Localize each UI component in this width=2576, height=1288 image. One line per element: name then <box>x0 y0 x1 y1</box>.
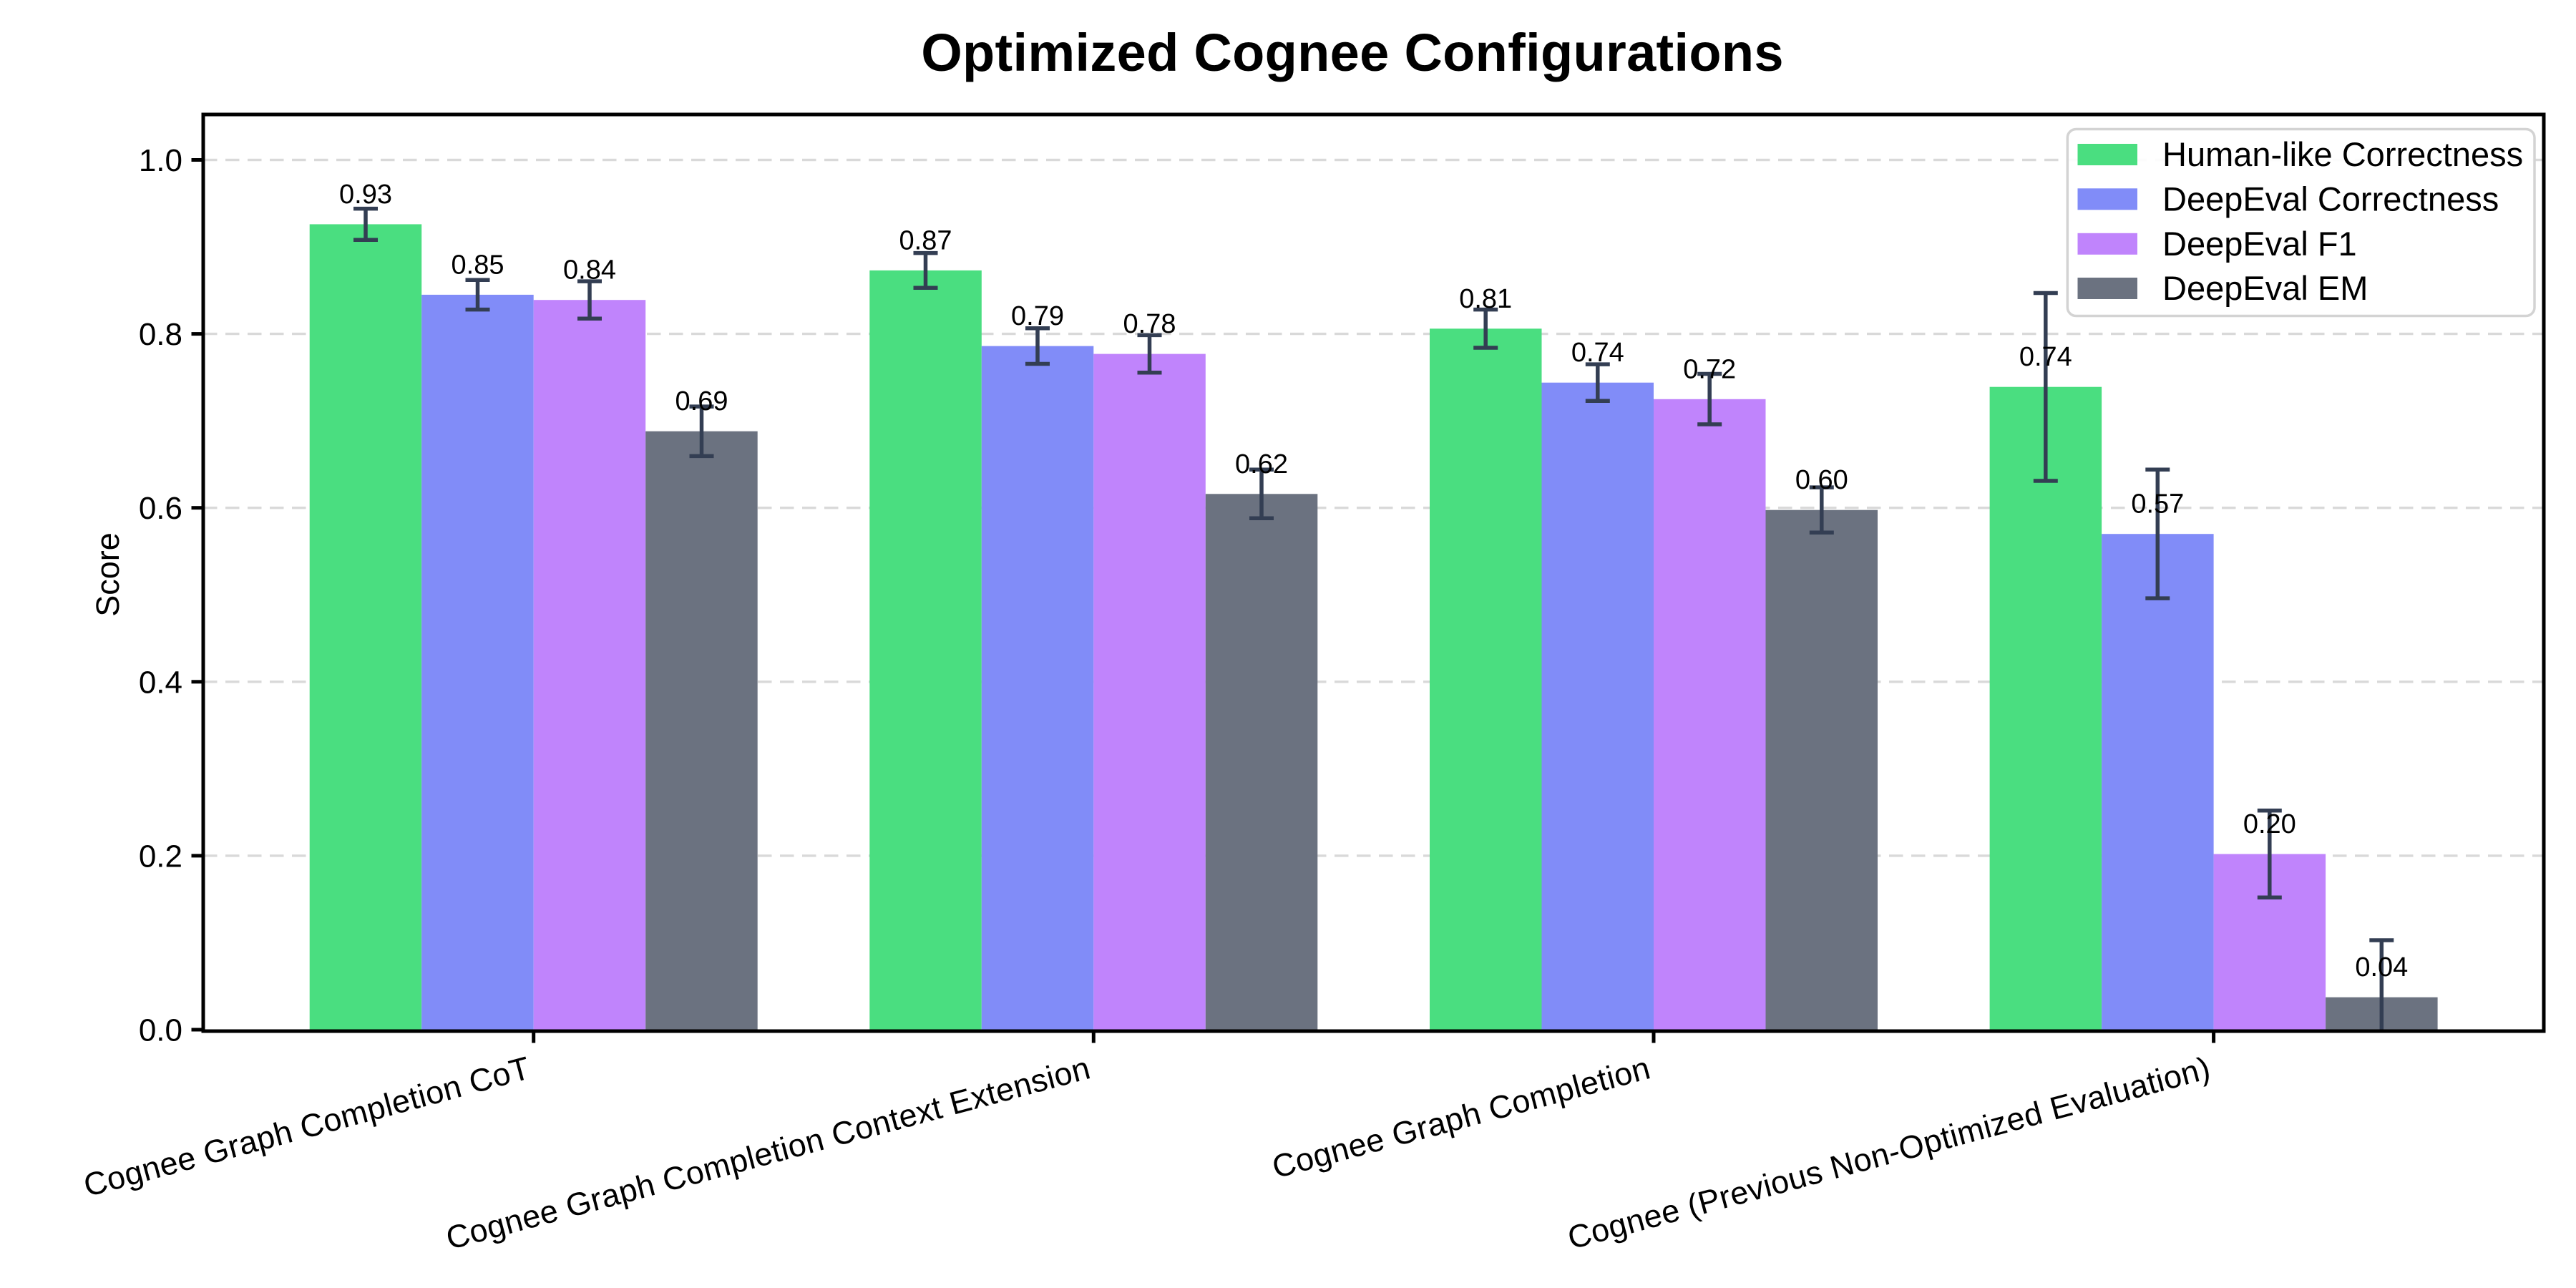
svg-text:DeepEval Correctness: DeepEval Correctness <box>2162 180 2499 218</box>
svg-text:0.87: 0.87 <box>899 225 952 255</box>
svg-text:1.0: 1.0 <box>139 143 182 178</box>
svg-text:0.57: 0.57 <box>2131 489 2184 519</box>
svg-text:0.0: 0.0 <box>139 1013 182 1048</box>
svg-text:0.74: 0.74 <box>1571 338 1624 368</box>
svg-text:0.78: 0.78 <box>1123 309 1176 339</box>
svg-text:0.4: 0.4 <box>139 665 182 700</box>
svg-text:0.2: 0.2 <box>139 839 182 874</box>
svg-text:0.72: 0.72 <box>1683 354 1736 384</box>
svg-text:0.79: 0.79 <box>1011 301 1064 331</box>
svg-text:0.62: 0.62 <box>1235 449 1288 479</box>
svg-text:Human-like Correctness: Human-like Correctness <box>2162 135 2523 173</box>
svg-text:DeepEval F1: DeepEval F1 <box>2162 225 2357 263</box>
svg-text:0.81: 0.81 <box>1459 284 1512 314</box>
svg-text:0.60: 0.60 <box>1795 465 1848 495</box>
svg-text:0.84: 0.84 <box>563 255 616 286</box>
svg-text:0.93: 0.93 <box>339 180 392 210</box>
svg-text:0.85: 0.85 <box>452 250 504 280</box>
svg-text:0.20: 0.20 <box>2243 809 2296 839</box>
svg-text:DeepEval EM: DeepEval EM <box>2162 269 2368 307</box>
svg-text:0.69: 0.69 <box>675 386 728 416</box>
svg-text:Optimized Cognee Configuration: Optimized Cognee Configurations <box>921 23 1784 82</box>
svg-text:0.74: 0.74 <box>2019 342 2072 372</box>
svg-text:Score: Score <box>89 532 126 617</box>
svg-text:0.8: 0.8 <box>139 317 182 352</box>
svg-text:0.6: 0.6 <box>139 491 182 526</box>
svg-text:0.04: 0.04 <box>2355 952 2408 982</box>
